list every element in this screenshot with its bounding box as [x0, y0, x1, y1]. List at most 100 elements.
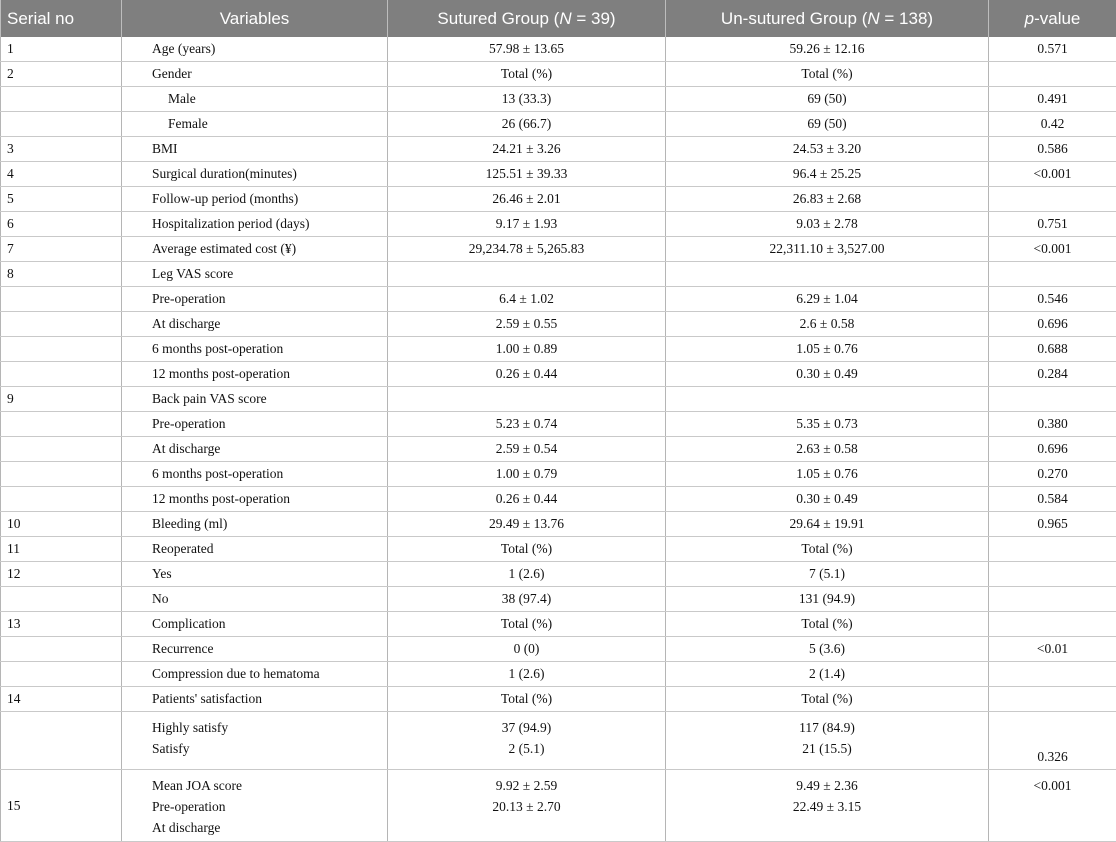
cell-p-value: <0.01	[989, 637, 1116, 662]
cell-sutured: 0 (0)	[388, 637, 666, 662]
cell-sutured: Total (%)	[388, 62, 666, 87]
cell-serial: 13	[1, 612, 122, 637]
cell-unsutured: 6.29 ± 1.04	[666, 287, 989, 312]
cell-unsutured: 9.49 ± 2.36 22.49 ± 3.15	[666, 770, 989, 842]
cell-serial: 4	[1, 162, 122, 187]
header-sutured-n: N	[559, 9, 571, 28]
cell-serial	[1, 87, 122, 112]
cell-p-value	[989, 187, 1116, 212]
cell-unsutured: Total (%)	[666, 537, 989, 562]
cell-unsutured: 2.63 ± 0.58	[666, 437, 989, 462]
cell-unsutured: 2 (1.4)	[666, 662, 989, 687]
cell-p-value	[989, 612, 1116, 637]
cell-serial	[1, 312, 122, 337]
header-unsutured-n: N	[867, 9, 879, 28]
unsutured-joa-2: 22.49 ± 3.15	[666, 796, 988, 817]
cell-p-value: 0.546	[989, 287, 1116, 312]
cell-sutured: 125.51 ± 39.33	[388, 162, 666, 187]
cell-serial	[1, 287, 122, 312]
cell-serial: 12	[1, 562, 122, 587]
cell-unsutured: 1.05 ± 0.76	[666, 462, 989, 487]
cell-variable: Mean JOA score Pre-operation At discharg…	[122, 770, 388, 842]
cell-unsutured: Total (%)	[666, 687, 989, 712]
cell-p-value: 0.326	[989, 712, 1116, 770]
cell-p-value: 0.586	[989, 137, 1116, 162]
cell-variable: Age (years)	[122, 37, 388, 62]
sutured-joa-1: 9.92 ± 2.59	[388, 775, 665, 796]
cell-variable: Pre-operation	[122, 287, 388, 312]
cell-variable: Reoperated	[122, 537, 388, 562]
cell-variable: Recurrence	[122, 637, 388, 662]
cell-sutured	[388, 262, 666, 287]
cell-variable: Back pain VAS score	[122, 387, 388, 412]
cell-p-value: 0.688	[989, 337, 1116, 362]
unsutured-satisfy: 21 (15.5)	[666, 738, 988, 759]
cell-p-value: <0.001	[989, 770, 1116, 842]
sutured-joa-2: 20.13 ± 2.70	[388, 796, 665, 817]
cell-unsutured: 59.26 ± 12.16	[666, 37, 989, 62]
table-row-joa: 15 Mean JOA score Pre-operation At disch…	[1, 770, 1116, 842]
cell-sutured: Total (%)	[388, 687, 666, 712]
header-unsutured-suffix: = 138)	[880, 9, 933, 28]
cell-sutured: 0.26 ± 0.44	[388, 487, 666, 512]
cell-serial	[1, 462, 122, 487]
cell-unsutured: 26.83 ± 2.68	[666, 187, 989, 212]
cell-sutured: 6.4 ± 1.02	[388, 287, 666, 312]
variable-joa-at-discharge: At discharge	[152, 817, 387, 838]
cell-serial: 5	[1, 187, 122, 212]
cell-p-value	[989, 687, 1116, 712]
sutured-highly-satisfy: 37 (94.9)	[388, 717, 665, 738]
cell-unsutured: 2.6 ± 0.58	[666, 312, 989, 337]
cell-variable: 6 months post-operation	[122, 462, 388, 487]
cell-sutured: Total (%)	[388, 612, 666, 637]
cell-p-value	[989, 662, 1116, 687]
cell-sutured: 29.49 ± 13.76	[388, 512, 666, 537]
cell-serial	[1, 112, 122, 137]
cell-sutured: 0.26 ± 0.44	[388, 362, 666, 387]
header-serial-no: Serial no	[1, 0, 122, 37]
cell-sutured: 57.98 ± 13.65	[388, 37, 666, 62]
cell-p-value: <0.001	[989, 162, 1116, 187]
cell-serial: 11	[1, 537, 122, 562]
cell-sutured: 13 (33.3)	[388, 87, 666, 112]
cell-unsutured: 22,311.10 ± 3,527.00	[666, 237, 989, 262]
cell-variable: Pre-operation	[122, 412, 388, 437]
cell-variable: Bleeding (ml)	[122, 512, 388, 537]
cell-sutured	[388, 387, 666, 412]
cell-unsutured: 9.03 ± 2.78	[666, 212, 989, 237]
cell-p-value: 0.42	[989, 112, 1116, 137]
cell-sutured: 1.00 ± 0.79	[388, 462, 666, 487]
cell-p-value	[989, 562, 1116, 587]
cell-p-value: 0.380	[989, 412, 1116, 437]
header-unsutured-group: Un-sutured Group (N = 138)	[666, 0, 989, 37]
cell-variable: No	[122, 587, 388, 612]
header-p: p	[1025, 9, 1034, 28]
cell-serial	[1, 662, 122, 687]
cell-variable: At discharge	[122, 437, 388, 462]
cell-variable: Patients' satisfaction	[122, 687, 388, 712]
cell-sutured: 5.23 ± 0.74	[388, 412, 666, 437]
header-sutured-group: Sutured Group (N = 39)	[388, 0, 666, 37]
cell-unsutured: 131 (94.9)	[666, 587, 989, 612]
cell-sutured: 2.59 ± 0.54	[388, 437, 666, 462]
cell-serial	[1, 337, 122, 362]
cell-serial	[1, 362, 122, 387]
cell-p-value	[989, 62, 1116, 87]
cell-sutured: 37 (94.9) 2 (5.1)	[388, 712, 666, 770]
cell-serial	[1, 437, 122, 462]
cell-serial	[1, 587, 122, 612]
